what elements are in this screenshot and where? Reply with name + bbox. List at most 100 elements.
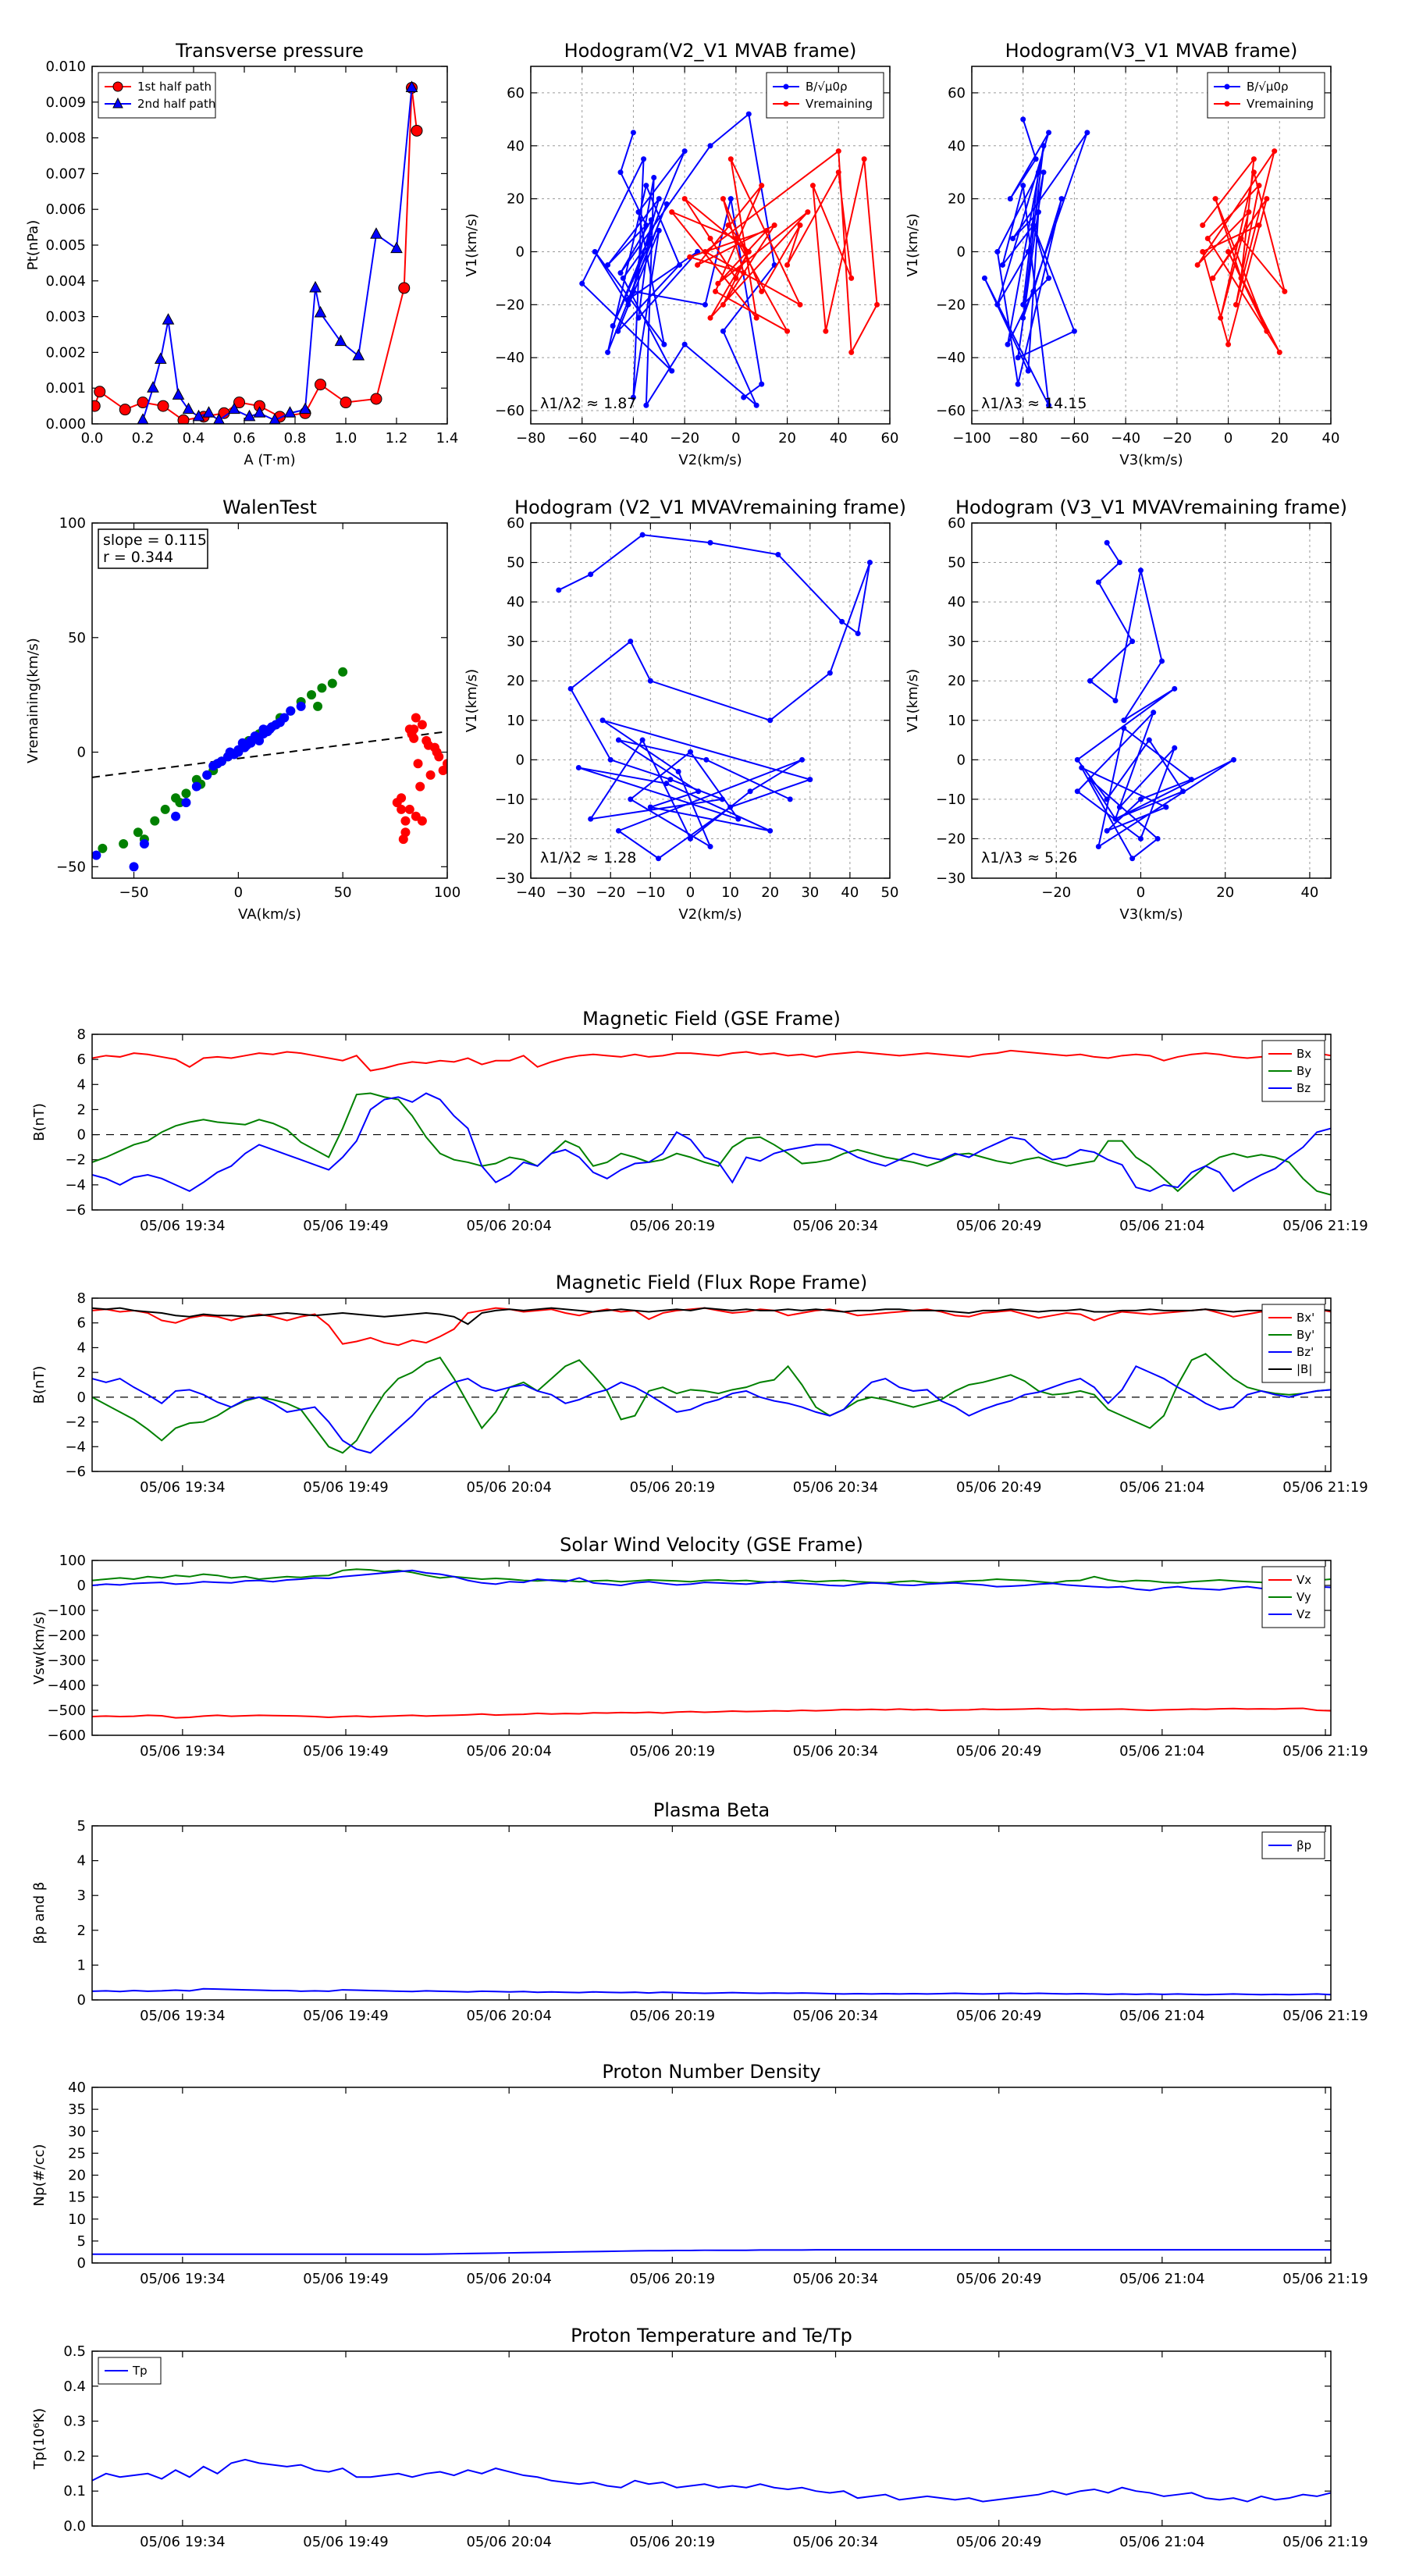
data-point <box>1256 222 1262 229</box>
data-point <box>1172 685 1178 692</box>
y-tick-label: 0.1 <box>63 2483 86 2500</box>
legend-label: Tp <box>132 2364 148 2378</box>
y-tick-label: 10 <box>948 713 966 729</box>
chart-title: Hodogram(V3_V1 MVAB frame) <box>1005 40 1298 62</box>
data-point <box>741 270 747 276</box>
data-point <box>1154 835 1161 841</box>
annotation: λ1/λ3 ≈ 14.15 <box>981 395 1087 412</box>
y-tick-label: 100 <box>59 1553 86 1569</box>
data-point <box>267 722 277 732</box>
data-point <box>327 678 337 688</box>
fit-line <box>92 731 447 778</box>
data-point <box>639 737 646 743</box>
y-tick-label: 60 <box>948 85 966 101</box>
data-point <box>799 756 806 763</box>
data-point <box>745 111 752 117</box>
data-point <box>1010 236 1016 242</box>
y-tick-label: 50 <box>507 555 525 571</box>
x-tick-label: 05/06 21:04 <box>1119 1218 1204 1234</box>
data-point <box>1188 777 1194 783</box>
data-point <box>352 348 365 361</box>
x-tick-label: 0 <box>686 884 695 901</box>
y-tick-label: 0 <box>516 752 525 768</box>
data-point <box>630 394 636 400</box>
x-axis-label: V3(km/s) <box>1119 906 1183 923</box>
x-axis-label: VA(km/s) <box>238 906 301 923</box>
data-point <box>1276 349 1282 355</box>
y-tick-label: −20 <box>936 297 966 313</box>
plot-area <box>579 111 880 408</box>
data-point <box>338 667 348 677</box>
y-tick-label: −4 <box>65 1439 86 1455</box>
data-point <box>805 209 811 215</box>
legend-label: Vy <box>1297 1590 1311 1604</box>
axes-frame <box>530 66 891 425</box>
x-tick-label: 05/06 20:34 <box>793 1743 878 1759</box>
y-tick-label: 0.005 <box>45 237 86 254</box>
x-tick-label: 05/06 20:49 <box>956 1743 1041 1759</box>
x-tick-label: 05/06 21:04 <box>1119 2534 1204 2550</box>
y-tick-label: 40 <box>507 594 525 610</box>
data-point <box>417 720 427 730</box>
y-tick-label: 100 <box>59 515 86 532</box>
data-point <box>753 315 759 321</box>
data-point <box>839 618 845 624</box>
chart-p9: Solar Wind Velocity (GSE Frame) −600 −500 −… <box>31 1534 1368 1759</box>
x-tick-label: −60 <box>1059 430 1089 447</box>
plot-area <box>92 667 447 872</box>
data-point <box>1046 130 1052 136</box>
data-point <box>1204 236 1211 242</box>
chart-title: WalenTest <box>222 496 317 518</box>
data-point <box>253 406 266 418</box>
data-point <box>411 124 423 137</box>
plot-area <box>1074 539 1237 862</box>
x-tick-label: 05/06 20:04 <box>466 1479 551 1496</box>
x-tick-label: 30 <box>801 884 819 901</box>
plot-area <box>92 1049 1331 1196</box>
x-tick-label: 05/06 20:04 <box>466 2271 551 2287</box>
legend-label: Bx' <box>1297 1311 1314 1325</box>
y-tick-label: −20 <box>495 831 525 847</box>
series-line <box>92 1353 1331 1454</box>
axes-frame <box>91 2087 1332 2264</box>
data-point <box>162 313 175 325</box>
y-tick-label: 0 <box>77 2255 86 2272</box>
data-point <box>92 400 101 412</box>
plot-area <box>92 2458 1331 2503</box>
data-point <box>392 798 402 808</box>
chart-p3: Hodogram(V3_V1 MVAB frame) −100 −80 −60 −40 −… <box>905 40 1339 468</box>
data-point <box>715 280 721 286</box>
data-point <box>639 532 646 538</box>
legend-marker <box>783 84 789 90</box>
data-point <box>202 406 215 418</box>
data-point <box>775 551 781 557</box>
data-point <box>390 241 403 254</box>
data-point <box>286 706 296 716</box>
chart-p11: Proton Number Density 0 5 10 15 20 25 30 35 40 05/… <box>31 2061 1368 2287</box>
data-point <box>147 381 159 393</box>
x-tick-label: 05/06 20:19 <box>630 1218 715 1234</box>
plot-area <box>92 1568 1331 1719</box>
data-point <box>630 130 636 136</box>
data-point <box>807 777 813 783</box>
data-point <box>1212 196 1218 202</box>
data-point <box>171 811 181 821</box>
x-tick-label: 10 <box>721 884 739 901</box>
x-tick-label: 05/06 20:49 <box>956 2008 1041 2024</box>
data-point <box>695 262 701 268</box>
data-point <box>641 156 647 162</box>
data-point <box>648 217 654 223</box>
y-tick-label: −500 <box>48 1703 86 1719</box>
x-tick-label: 50 <box>334 884 352 901</box>
axes-frame <box>530 522 891 879</box>
data-point <box>753 402 759 408</box>
series-line <box>92 1092 1331 1193</box>
data-point <box>1272 148 1278 155</box>
series-line <box>92 1307 1331 1325</box>
y-tick-label: 20 <box>948 191 966 208</box>
data-point <box>720 328 726 334</box>
chart-p12: Proton Temperature and Te/Tp 0.0 0.1 0.2 0.3… <box>31 2325 1368 2550</box>
data-point <box>269 413 281 424</box>
data-point <box>727 156 734 162</box>
x-tick-label: −40 <box>1111 430 1140 447</box>
